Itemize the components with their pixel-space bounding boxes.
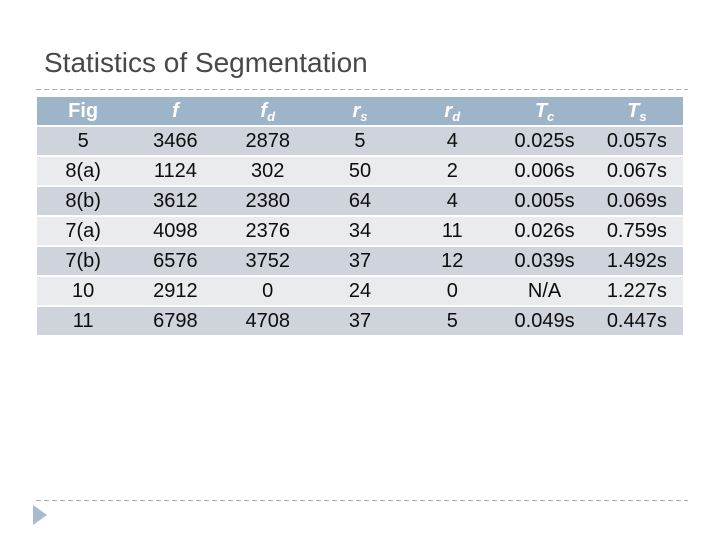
column-header-subscript: d [267, 109, 276, 124]
table-cell: 37 [313, 247, 407, 277]
column-header-subscript: d [452, 109, 461, 124]
column-header-subscript: s [639, 109, 647, 124]
table-cell: 5 [313, 127, 407, 157]
table-cell: 7(b) [37, 247, 130, 277]
column-header-label: f [172, 100, 179, 122]
table-cell: 0 [221, 277, 314, 307]
column-header: Tc [498, 97, 591, 127]
column-header-subscript: c [547, 109, 555, 124]
footer-divider [36, 500, 688, 501]
column-header: fd [221, 97, 314, 127]
table-cell: 1.492s [590, 247, 683, 277]
table-cell: 3466 [129, 127, 222, 157]
table-cell: 0.447s [590, 307, 683, 337]
slide-title: Statistics of Segmentation [44, 47, 368, 78]
table-row: 7(a) 4098 2376 34 11 0.026s 0.759s [37, 217, 683, 247]
column-header: Fig [37, 97, 130, 127]
table-cell: 10 [37, 277, 130, 307]
table-row: 10 2912 0 24 0 N/A 1.227s [37, 277, 683, 307]
table-cell: 11 [37, 307, 130, 337]
table-cell: 50 [313, 157, 407, 187]
table-cell: 0.026s [498, 217, 591, 247]
table-cell: 2878 [221, 127, 314, 157]
table-cell: 2376 [221, 217, 314, 247]
column-header-subscript: s [360, 109, 368, 124]
table-cell: 0.067s [590, 157, 683, 187]
table-row: 11 6798 4708 37 5 0.049s 0.447s [37, 307, 683, 337]
table-row: 5 3466 2878 5 4 0.025s 0.057s [37, 127, 683, 157]
table-cell: 3752 [221, 247, 314, 277]
table-cell: 0.069s [590, 187, 683, 217]
table-cell: 0.025s [498, 127, 591, 157]
table-cell: 0.759s [590, 217, 683, 247]
table-cell: 2 [406, 157, 499, 187]
title-divider [36, 89, 688, 90]
table-cell: 4 [406, 187, 499, 217]
table-row: 8(b) 3612 2380 64 4 0.005s 0.069s [37, 187, 683, 217]
table-row: 7(b) 6576 3752 37 12 0.039s 1.492s [37, 247, 683, 277]
table-cell: 1124 [129, 157, 222, 187]
column-header: Ts [590, 97, 683, 127]
table-cell: 0.039s [498, 247, 591, 277]
table-cell: 34 [313, 217, 407, 247]
table-cell: 0.057s [590, 127, 683, 157]
table-cell: 5 [406, 307, 499, 337]
table-cell: 0.005s [498, 187, 591, 217]
table-cell: 5 [37, 127, 130, 157]
table-cell: 3612 [129, 187, 222, 217]
table-cell: 4098 [129, 217, 222, 247]
table-cell: 8(b) [37, 187, 130, 217]
table-cell: 1.227s [590, 277, 683, 307]
table-cell: 11 [406, 217, 499, 247]
table-cell: 64 [313, 187, 407, 217]
column-header: f [129, 97, 222, 127]
table-body: 5 3466 2878 5 4 0.025s 0.057s 8(a) 1124 302 50 2 0.0… [37, 127, 683, 337]
table-cell: 37 [313, 307, 407, 337]
table-cell: 4708 [221, 307, 314, 337]
column-header-label: r [352, 100, 361, 122]
table-cell: 12 [406, 247, 499, 277]
table-cell: 0.049s [498, 307, 591, 337]
right-triangle-icon [33, 505, 47, 525]
table-row: 8(a) 1124 302 50 2 0.006s 0.067s [37, 157, 683, 187]
table-header-row: Fig f fd rs rd Tc Ts [37, 97, 683, 127]
table-cell: 302 [221, 157, 314, 187]
table-cell: 4 [406, 127, 499, 157]
column-header: rs [313, 97, 407, 127]
column-header-label: T [534, 100, 548, 122]
table-cell: 6798 [129, 307, 222, 337]
table-cell: 7(a) [37, 217, 130, 247]
table-cell: 2912 [129, 277, 222, 307]
column-header: rd [406, 97, 499, 127]
segmentation-stats-table: Fig f fd rs rd Tc Ts 5 3466 2878 5 4 0.025s 0.057s 8(… [37, 97, 683, 337]
table-cell: 0 [406, 277, 499, 307]
column-header-label: r [444, 100, 453, 122]
column-header-label: T [627, 100, 640, 122]
table-cell: 24 [313, 277, 407, 307]
table-cell: 2380 [221, 187, 314, 217]
table-header: Fig f fd rs rd Tc Ts [37, 97, 683, 127]
table-cell: 0.006s [498, 157, 591, 187]
column-header-label: f [260, 100, 268, 122]
table-cell: 6576 [129, 247, 222, 277]
column-header-label: Fig [68, 100, 99, 122]
table-cell: N/A [498, 277, 591, 307]
table-cell: 8(a) [37, 157, 130, 187]
